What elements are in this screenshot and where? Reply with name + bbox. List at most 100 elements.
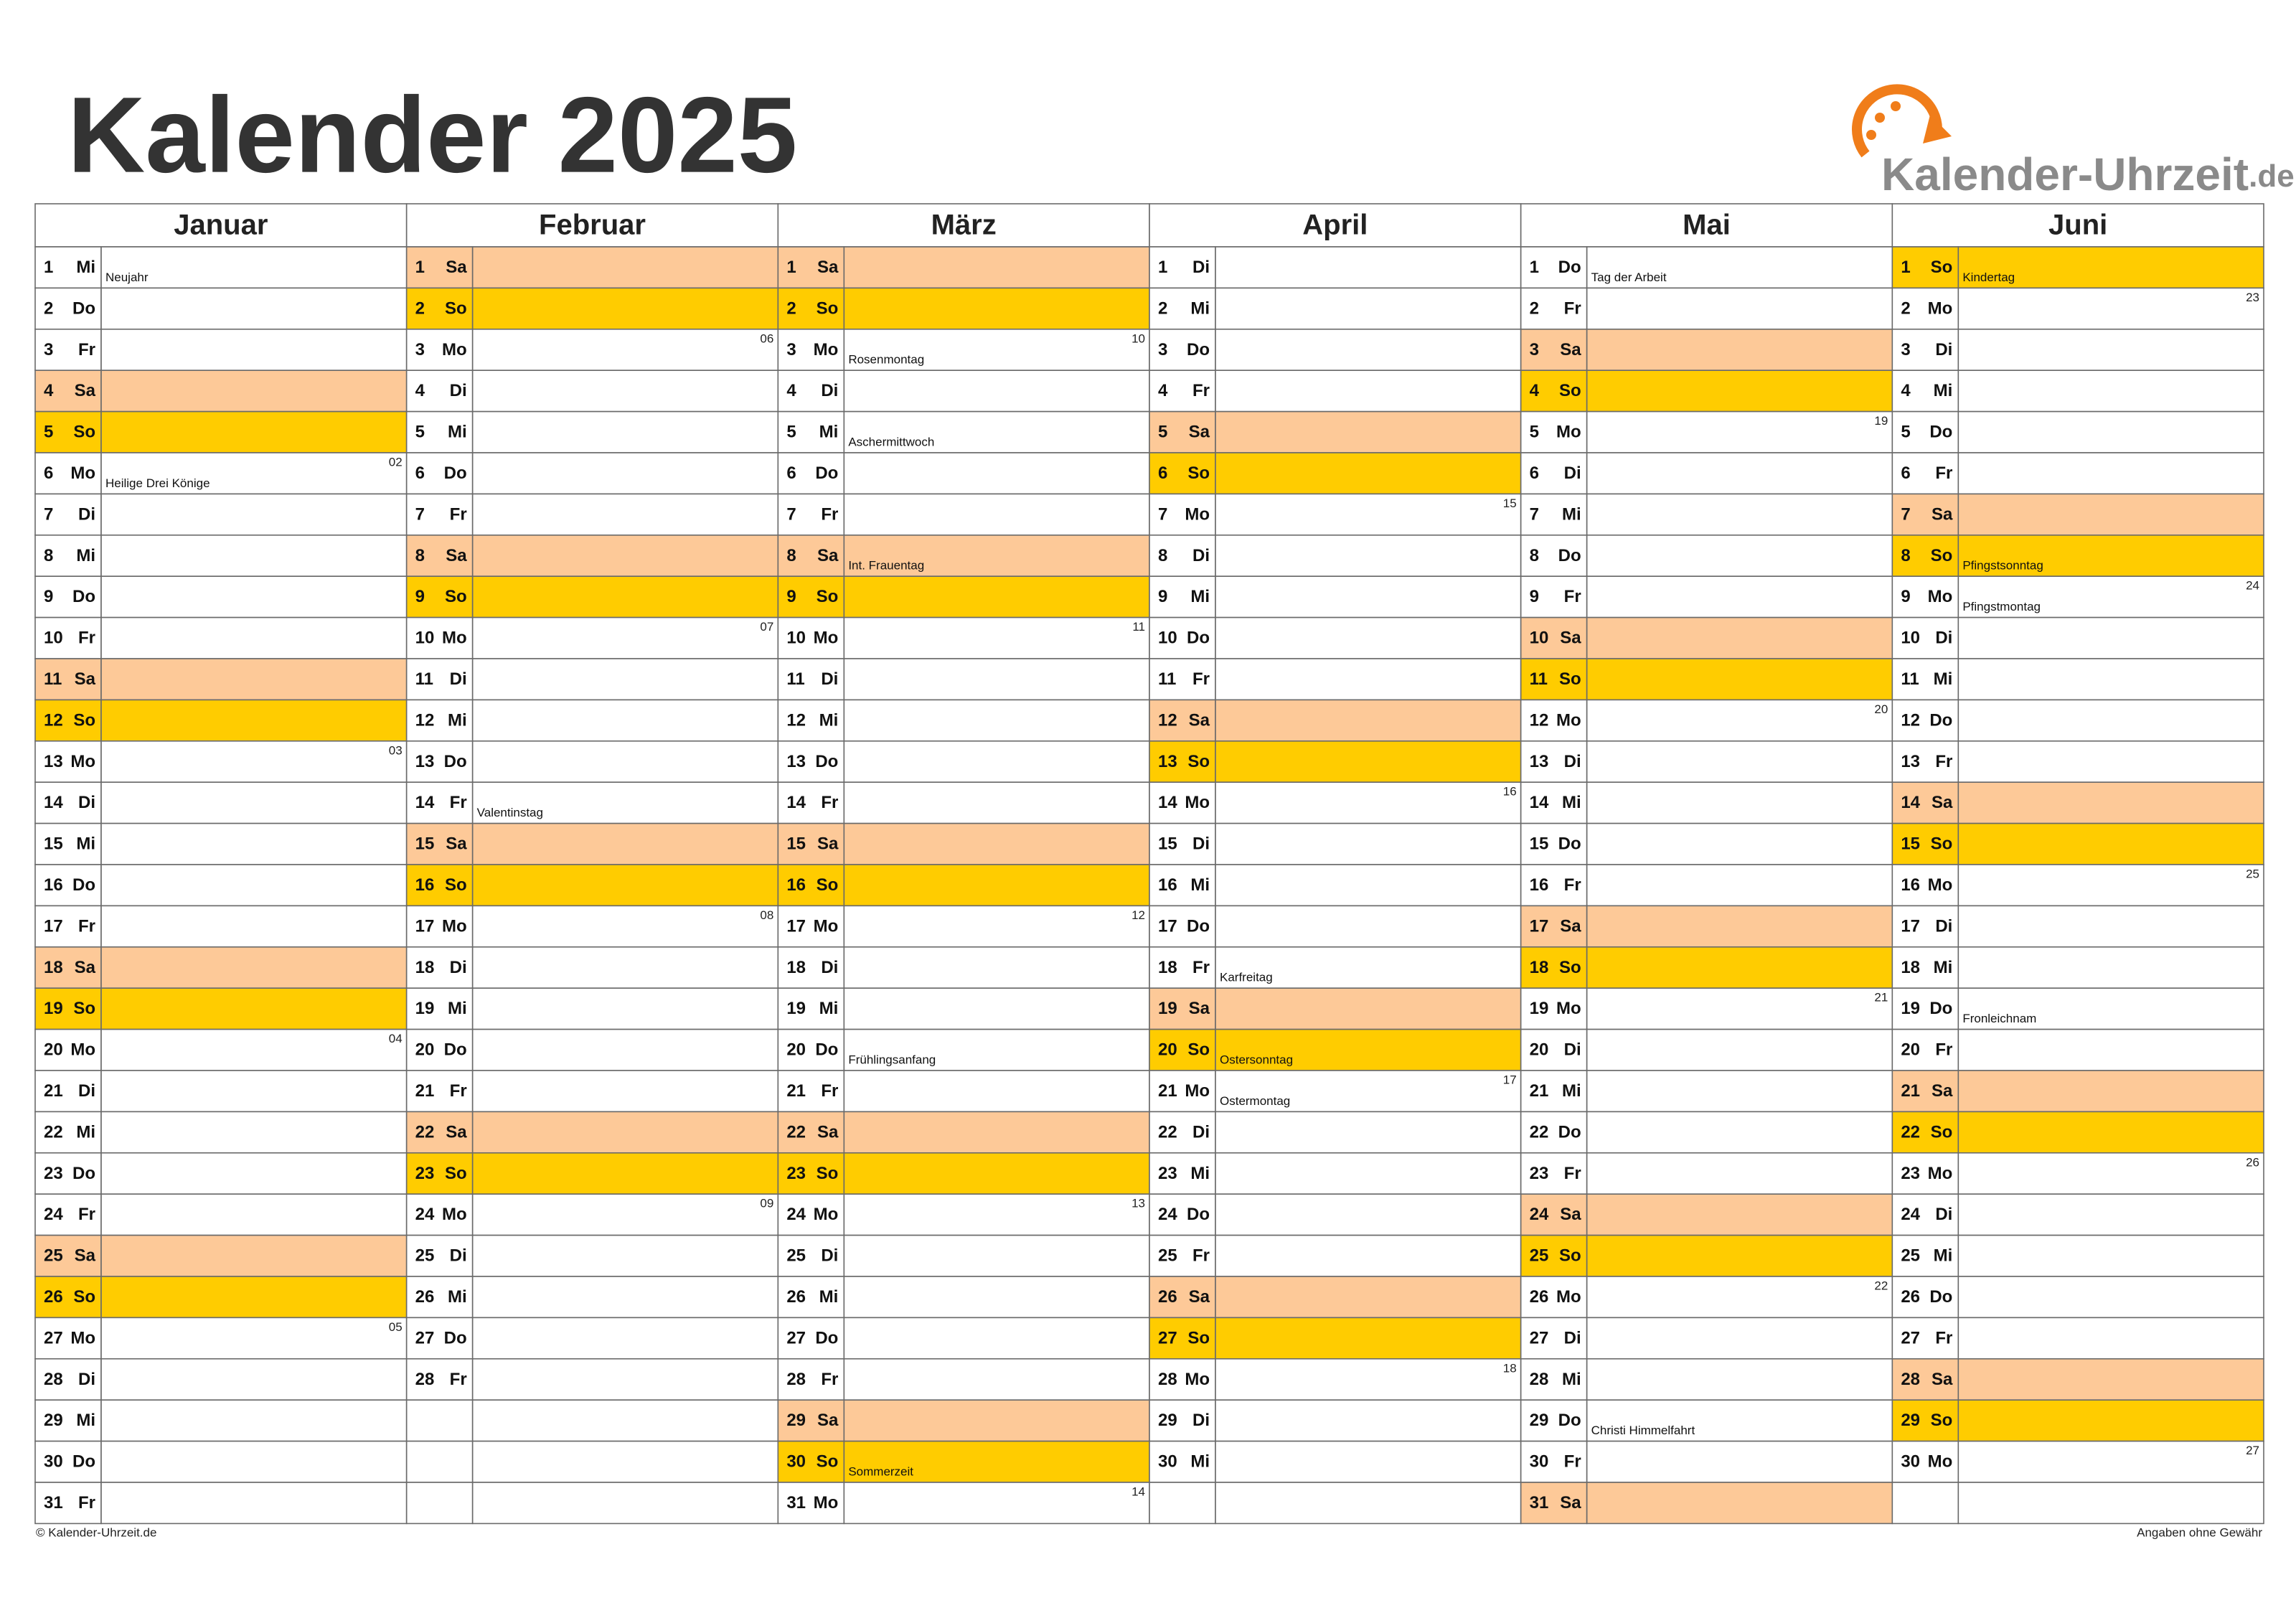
note-cell (1957, 493, 2264, 536)
weekday: Do (444, 464, 467, 483)
day-cell (1149, 781, 1216, 824)
day-cell (1520, 1234, 1588, 1277)
weekday: Mi (448, 1287, 467, 1307)
day-cell (777, 246, 845, 289)
day-number: 1 (786, 258, 796, 277)
weekday: Di (1564, 752, 1581, 771)
day-number: 7 (1530, 504, 1539, 524)
day-number: 20 (1901, 1040, 1920, 1060)
weekday: Sa (446, 258, 467, 277)
month-header-cell (405, 203, 779, 248)
day-number: 17 (1901, 916, 1920, 936)
day-cell (1891, 1317, 1959, 1360)
day-cell (777, 699, 845, 742)
day-cell (1891, 1028, 1959, 1071)
day-number: 8 (1901, 546, 1910, 565)
day-cell (405, 1276, 474, 1319)
day-number: 8 (1158, 546, 1167, 565)
weekday: Sa (1932, 1081, 1953, 1101)
day-number: 18 (1901, 958, 1920, 977)
day-number: 25 (1158, 1246, 1177, 1266)
note-cell (843, 370, 1150, 413)
weekday: Di (1192, 1122, 1210, 1142)
day-cell (1520, 370, 1588, 413)
weekday: Di (1935, 916, 1952, 936)
note-cell (1215, 1193, 1522, 1236)
day-cell (777, 987, 845, 1030)
footer-left: © Kalender-Uhrzeit.de (36, 1525, 156, 1539)
day-note: Christi Himmelfahrt (1591, 1424, 1695, 1437)
day-number: 26 (44, 1287, 63, 1307)
note-cell (1215, 740, 1522, 784)
note-cell (1586, 1482, 1893, 1525)
day-cell (1520, 699, 1588, 742)
note-cell (843, 658, 1150, 701)
day-number: 24 (1901, 1205, 1920, 1224)
day-number: 8 (44, 546, 53, 565)
note-cell (1215, 864, 1522, 907)
day-cell (405, 575, 474, 618)
day-number: 27 (415, 1328, 435, 1347)
weekday: Mi (1562, 504, 1581, 524)
logo-name-text: Kalender-Uhrzeit (1881, 149, 2249, 200)
weekday: Fr (1935, 1040, 1952, 1060)
day-number: 15 (1901, 834, 1920, 854)
weekday: Mi (1562, 793, 1581, 812)
note-cell (100, 370, 408, 413)
day-cell (1149, 452, 1216, 495)
note-cell (1957, 1399, 2264, 1442)
day-number: 1 (1530, 258, 1539, 277)
weekday: Do (72, 1452, 95, 1472)
day-number: 14 (786, 793, 806, 812)
note-cell (1215, 1399, 1522, 1442)
weekday: Mi (76, 1411, 95, 1430)
month-name: April (1302, 210, 1368, 241)
day-number: 11 (1158, 669, 1176, 689)
day-cell (1520, 1193, 1588, 1236)
day-cell (1149, 1482, 1216, 1525)
note-cell (100, 1317, 408, 1360)
weekday: Do (1558, 1411, 1581, 1430)
note-cell (1957, 1111, 2264, 1154)
day-cell (405, 410, 474, 453)
week-number: 03 (389, 743, 403, 757)
day-number: 2 (1901, 298, 1910, 318)
note-cell (1586, 987, 1893, 1030)
logo-arrow (1923, 115, 1952, 144)
day-number: 12 (1901, 710, 1920, 730)
note-cell (100, 1276, 408, 1319)
weekday: Sa (446, 1122, 467, 1142)
day-note: Fronleichnam (1962, 1012, 2036, 1025)
day-number: 25 (44, 1246, 63, 1266)
day-number: 18 (1158, 958, 1177, 977)
logo-dot (1866, 130, 1876, 140)
note-cell (843, 1482, 1150, 1525)
weekday: Do (72, 1164, 95, 1183)
day-number: 20 (1158, 1040, 1177, 1060)
weekday: Sa (817, 1122, 839, 1142)
note-cell (1957, 781, 2264, 824)
day-number: 16 (415, 875, 435, 895)
note-cell (1215, 658, 1522, 701)
note-cell (100, 410, 408, 453)
note-cell (1215, 1276, 1522, 1319)
day-cell (1149, 534, 1216, 577)
day-number: 8 (1530, 546, 1539, 565)
logo-name: Kalender-Uhrzeit.de (1881, 149, 2295, 200)
day-cell (1891, 1482, 1959, 1525)
day-number: 12 (1530, 710, 1549, 730)
note-cell (1586, 1358, 1893, 1401)
note-cell (1957, 946, 2264, 989)
day-note: Tag der Arbeit (1591, 270, 1667, 284)
day-number: 28 (786, 1370, 806, 1389)
note-cell (1215, 946, 1522, 989)
weekday: So (817, 1452, 839, 1472)
weekday: Mi (1190, 587, 1210, 606)
weekday: Do (72, 587, 95, 606)
day-note: Karfreitag (1220, 971, 1273, 984)
day-number: 26 (1901, 1287, 1920, 1307)
weekday: Mo (1556, 999, 1581, 1018)
day-number: 4 (415, 381, 425, 400)
weekday: Do (1187, 629, 1210, 648)
